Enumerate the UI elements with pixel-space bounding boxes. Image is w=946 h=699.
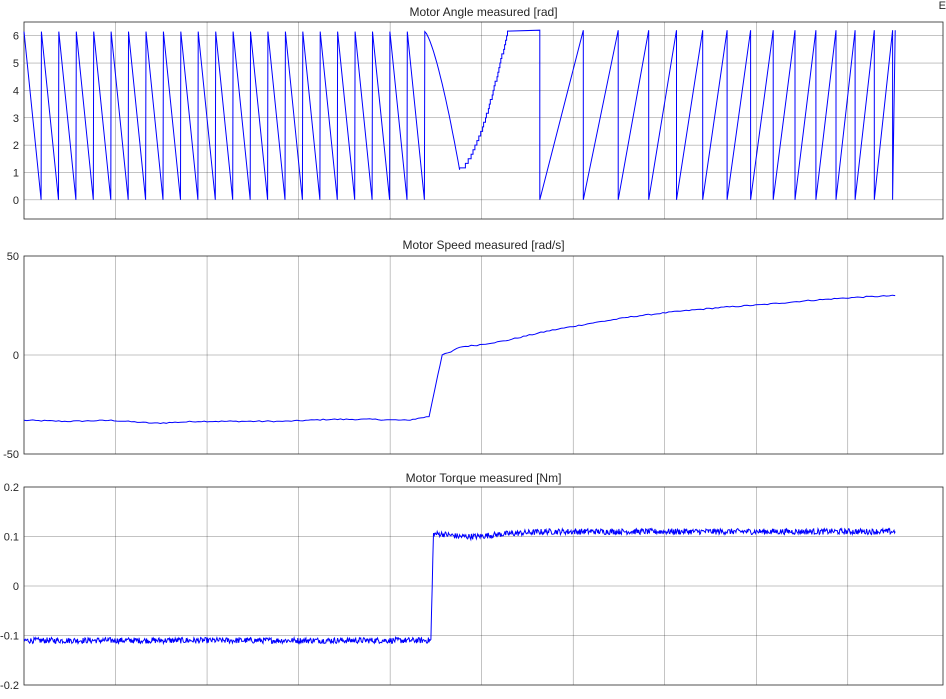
- chart-title: Motor Angle measured [rad]: [409, 5, 557, 19]
- speed-panel: -50 0 50 Motor Speed measured [rad/s]: [3, 238, 944, 461]
- y-tick-label: 6: [13, 31, 19, 43]
- y-tick-label: 3: [13, 113, 19, 125]
- series-line: [23, 294, 896, 425]
- y-tick-label: 1: [13, 167, 19, 179]
- chart-title: Motor Speed measured [rad/s]: [402, 238, 564, 252]
- axes-box: [23, 21, 944, 220]
- y-tick-label: 0: [13, 350, 19, 362]
- torque-panel: -0.2 -0.1 0 0.1 0.2 Motor Torque measured [Nm…: [0, 471, 944, 692]
- angle-panel: 0 1 2 3 4 5 6 Motor Angle measured [rad]: [13, 5, 944, 220]
- y-tick-label: 0.1: [4, 532, 19, 544]
- series-line: [23, 29, 896, 200]
- series-line: [23, 526, 896, 646]
- y-tick-label: 0: [13, 581, 19, 593]
- y-tick-label: 0: [13, 195, 19, 207]
- corner-mark: E: [938, 0, 946, 12]
- y-tick-label: 50: [7, 251, 19, 263]
- y-tick-label: 0.2: [4, 482, 19, 494]
- y-tick-label: -0.2: [0, 680, 19, 692]
- y-tick-label: -0.1: [0, 631, 19, 643]
- y-tick-label: 5: [13, 58, 19, 70]
- chart-title: Motor Torque measured [Nm]: [406, 471, 562, 485]
- y-tick-label: 4: [13, 85, 19, 97]
- y-tick-label: -50: [3, 449, 19, 461]
- y-tick-label: 2: [13, 140, 19, 152]
